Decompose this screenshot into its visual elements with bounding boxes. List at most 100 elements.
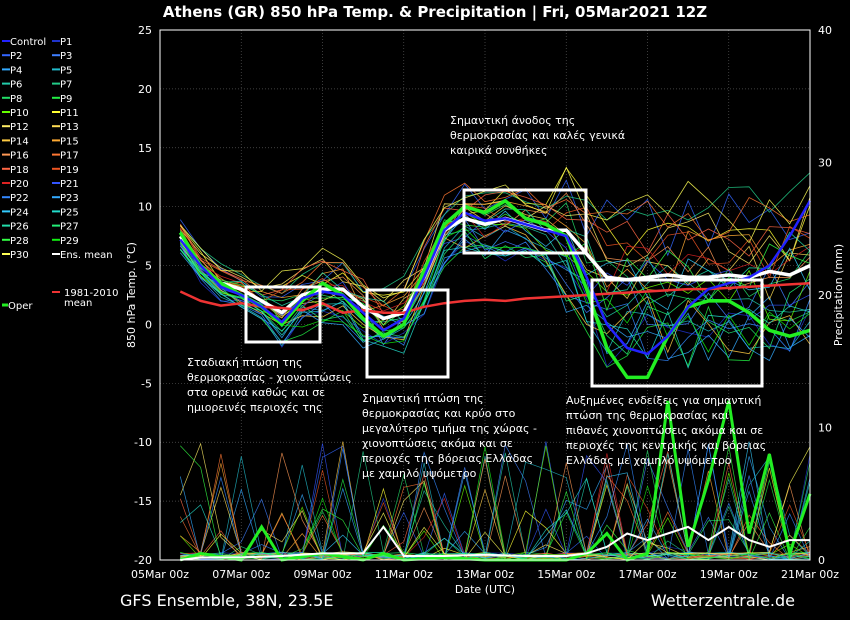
y2-tick-label: 0 bbox=[818, 554, 825, 567]
legend-label: P14 bbox=[10, 136, 29, 147]
legend-label: P22 bbox=[10, 193, 29, 204]
legend-label: Control bbox=[10, 37, 46, 48]
annotation-text: Σταδιακή πτώση της θερμοκρασίας - χιονοπτ… bbox=[187, 356, 352, 414]
y2-axis-ticks: 40 30 20 10 0 bbox=[818, 24, 832, 567]
x-tick-label: 05Mar 00z bbox=[131, 568, 189, 581]
annotations: Σταδιακή πτώση της θερμοκρασίας - χιονοπτ… bbox=[187, 114, 766, 480]
y2-tick-label: 20 bbox=[818, 289, 832, 302]
legend-label: P1 bbox=[60, 37, 72, 48]
legend-label: P5 bbox=[60, 65, 72, 76]
member-line bbox=[179, 208, 811, 324]
x-tick-label: 19Mar 00z bbox=[700, 568, 758, 581]
x-tick-label: 21Mar 00z bbox=[781, 568, 839, 581]
legend-label: P21 bbox=[60, 179, 79, 190]
member-line bbox=[179, 200, 811, 312]
y-tick-label: 20 bbox=[138, 83, 152, 96]
legend: Control P1 P2 P3 P4 P5 P6 P7 P8 P9 P10 P11 P12 P13 P14… bbox=[2, 37, 119, 312]
member-line bbox=[179, 218, 811, 346]
member-precip bbox=[180, 441, 811, 560]
series-line bbox=[179, 200, 812, 356]
legend-label: P3 bbox=[60, 51, 72, 62]
member-line bbox=[179, 197, 811, 303]
x-tick-label: 13Mar 00z bbox=[456, 568, 514, 581]
x-tick-label: 15Mar 00z bbox=[537, 568, 595, 581]
x-axis-ticks: 05Mar 00z 07Mar 00z 09Mar 00z 11Mar 00z 13Ma… bbox=[131, 568, 839, 581]
series-line bbox=[178, 216, 811, 321]
x-tick-label: 07Mar 00z bbox=[212, 568, 270, 581]
y-tick-label: 0 bbox=[145, 318, 152, 331]
legend-label: Oper bbox=[8, 301, 33, 312]
annotation-boxes bbox=[244, 188, 764, 388]
legend-label: P26 bbox=[10, 222, 29, 233]
chart-title: Athens (GR) 850 hPa Temp. & Precipitatio… bbox=[163, 3, 707, 22]
plot-area bbox=[178, 166, 812, 562]
y2-tick-label: 40 bbox=[818, 24, 832, 37]
precip-line bbox=[180, 525, 810, 561]
member-line bbox=[179, 227, 811, 353]
legend-label: P8 bbox=[10, 94, 22, 105]
legend-label: P10 bbox=[10, 108, 29, 119]
y-tick-label: -15 bbox=[134, 495, 152, 508]
member-line bbox=[179, 235, 811, 362]
plot-frame bbox=[159, 29, 811, 561]
y2-tick-label: 30 bbox=[818, 157, 832, 170]
y-tick-label: 5 bbox=[145, 260, 152, 273]
legend-label: 1981-2010 mean bbox=[64, 288, 119, 309]
member-line bbox=[179, 182, 811, 307]
y-tick-label: -5 bbox=[141, 377, 152, 390]
member-line bbox=[179, 205, 811, 326]
annotation-box bbox=[244, 285, 322, 344]
annotation-box bbox=[462, 188, 588, 255]
x-tick-label: 17Mar 00z bbox=[618, 568, 676, 581]
y-tick-label: -20 bbox=[134, 554, 152, 567]
legend-label: P20 bbox=[10, 179, 29, 190]
y2-tick-label: 10 bbox=[818, 422, 832, 435]
legend-label: P6 bbox=[10, 80, 22, 91]
legend-label: Ens. mean bbox=[60, 250, 113, 261]
member-line bbox=[179, 225, 811, 355]
member-line bbox=[179, 225, 811, 353]
legend-label: P29 bbox=[60, 236, 79, 247]
y-axis-ticks: 25 20 15 10 5 0 -5 -10 -15 -20 bbox=[134, 24, 152, 567]
legend-label: P19 bbox=[60, 165, 79, 176]
legend-label: P30 bbox=[10, 250, 29, 261]
legend-label: P15 bbox=[60, 136, 79, 147]
y-tick-label: 25 bbox=[138, 24, 152, 37]
legend-label: P13 bbox=[60, 122, 79, 133]
y-tick-label: -10 bbox=[134, 436, 152, 449]
legend-label: P16 bbox=[10, 151, 29, 162]
series-line bbox=[179, 281, 811, 314]
member-line bbox=[179, 229, 811, 360]
annotation-text: Σημαντική άνοδος της θερμοκρασίας και καλ… bbox=[450, 114, 625, 157]
annotation-box bbox=[590, 278, 764, 388]
x-tick-label: 09Mar 00z bbox=[293, 568, 351, 581]
member-precip bbox=[180, 446, 811, 560]
legend-label: P25 bbox=[60, 207, 79, 218]
y-axis-label: 850 hPa Temp. (°C) bbox=[125, 242, 138, 348]
legend-label: P12 bbox=[10, 122, 29, 133]
legend-label: P17 bbox=[60, 151, 79, 162]
legend-label: P4 bbox=[10, 65, 22, 76]
legend-label: P28 bbox=[10, 236, 29, 247]
series-line bbox=[178, 199, 811, 380]
x-tick-label: 11Mar 00z bbox=[375, 568, 433, 581]
x-axis-label: Date (UTC) bbox=[455, 583, 515, 596]
member-line bbox=[179, 205, 811, 316]
member-line bbox=[180, 246, 811, 369]
annotation-box bbox=[365, 288, 450, 379]
legend-label: P18 bbox=[10, 165, 29, 176]
legend-label: P9 bbox=[60, 94, 72, 105]
legend-label: P7 bbox=[60, 80, 72, 91]
annotation-text: Σημαντική πτώση της θερμοκρασίας και κρύο… bbox=[362, 392, 537, 480]
legend-label: P23 bbox=[60, 193, 79, 204]
key-series bbox=[178, 199, 812, 380]
y-tick-label: 15 bbox=[138, 142, 152, 155]
legend-label: P27 bbox=[60, 222, 79, 233]
legend-label: P24 bbox=[10, 207, 29, 218]
footer-source: GFS Ensemble, 38N, 23.5E bbox=[120, 591, 333, 610]
y2-axis-label: Precipitation (mm) bbox=[832, 244, 845, 346]
member-line bbox=[180, 166, 811, 299]
y-tick-label: 10 bbox=[138, 201, 152, 214]
